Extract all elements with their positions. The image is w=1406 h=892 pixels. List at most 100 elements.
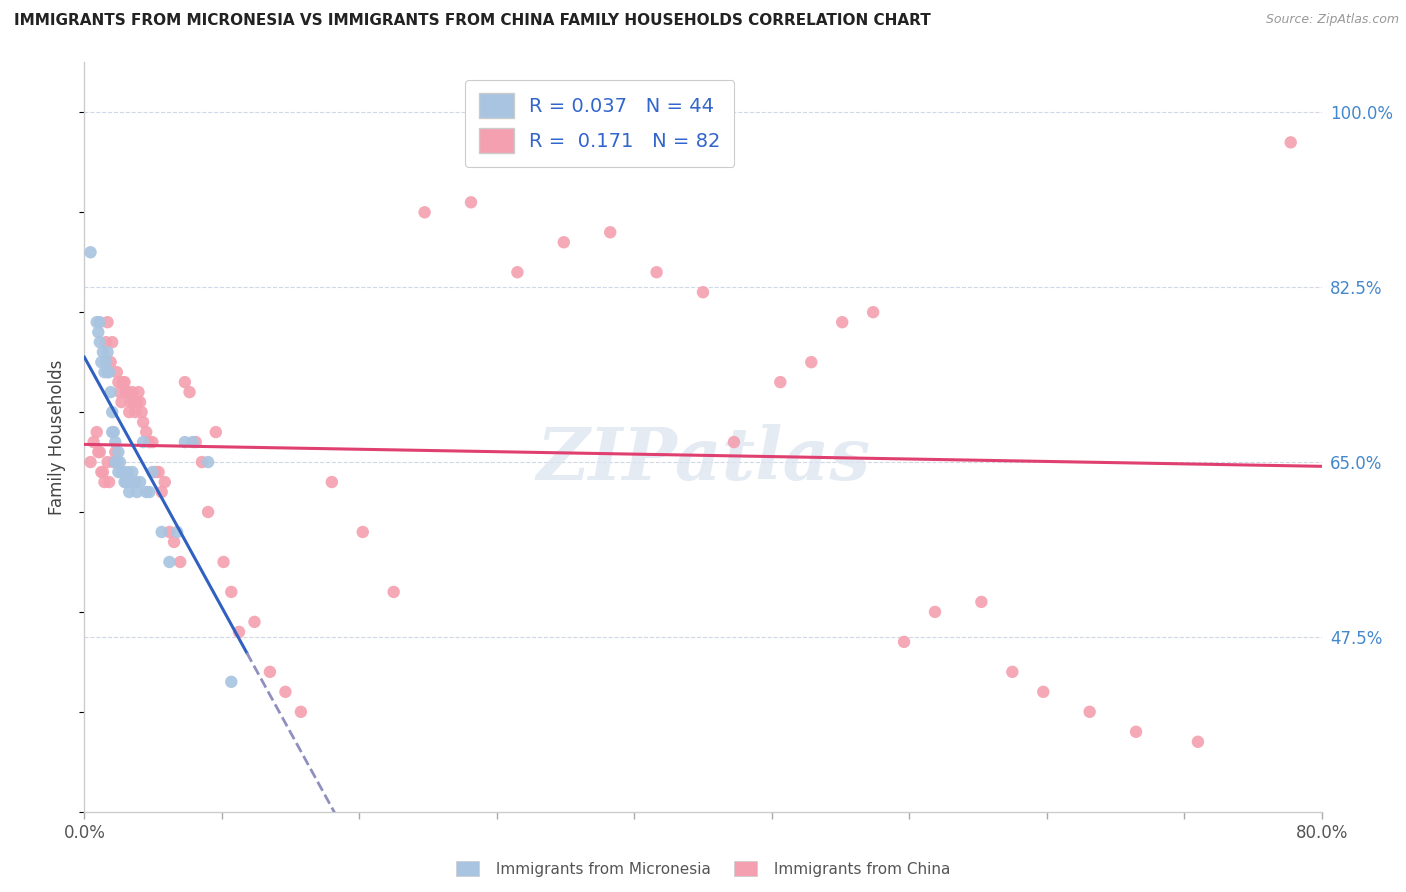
Point — [219, 674, 242, 689]
Point — [101, 405, 124, 419]
Point — [107, 445, 129, 459]
Point — [159, 524, 180, 539]
Point — [131, 405, 153, 419]
Point — [110, 395, 132, 409]
Point — [506, 265, 529, 279]
Point — [118, 485, 141, 500]
Point — [127, 385, 149, 400]
Text: ZIPatlas: ZIPatlas — [536, 424, 870, 495]
Point — [179, 385, 201, 400]
Point — [228, 624, 250, 639]
Point — [862, 305, 884, 319]
Point — [122, 395, 145, 409]
Point — [86, 425, 108, 439]
Point — [150, 485, 173, 500]
Legend:  Immigrants from Micronesia,  Immigrants from China: Immigrants from Micronesia, Immigrants f… — [449, 853, 957, 884]
Point — [114, 375, 136, 389]
Point — [89, 445, 111, 459]
Point — [124, 405, 146, 419]
Point — [219, 585, 242, 599]
Point — [90, 355, 112, 369]
Point — [100, 385, 122, 400]
Point — [769, 375, 792, 389]
Point — [290, 705, 312, 719]
Point — [108, 385, 131, 400]
Point — [93, 475, 115, 489]
Point — [125, 485, 148, 500]
Y-axis label: Family Households: Family Households — [48, 359, 66, 515]
Point — [1125, 724, 1147, 739]
Point — [87, 325, 110, 339]
Point — [150, 524, 173, 539]
Point — [135, 485, 157, 500]
Point — [692, 285, 714, 300]
Point — [83, 435, 105, 450]
Point — [118, 405, 141, 419]
Point — [553, 235, 575, 250]
Point — [104, 445, 127, 459]
Point — [91, 465, 114, 479]
Point — [96, 455, 118, 469]
Point — [117, 385, 139, 400]
Point — [96, 345, 118, 359]
Point — [197, 455, 219, 469]
Point — [125, 395, 148, 409]
Point — [90, 465, 112, 479]
Point — [89, 335, 111, 350]
Point — [120, 395, 142, 409]
Point — [101, 335, 124, 350]
Point — [120, 475, 142, 489]
Point — [141, 435, 163, 450]
Point — [129, 395, 152, 409]
Point — [259, 665, 281, 679]
Point — [124, 475, 146, 489]
Point — [184, 435, 207, 450]
Point — [191, 455, 214, 469]
Point — [93, 365, 115, 379]
Point — [321, 475, 343, 489]
Point — [108, 455, 131, 469]
Point — [148, 465, 170, 479]
Point — [86, 315, 108, 329]
Point — [121, 465, 143, 479]
Point — [104, 435, 127, 450]
Point — [135, 425, 157, 439]
Point — [243, 615, 266, 629]
Point — [114, 475, 136, 489]
Point — [110, 465, 132, 479]
Point — [1001, 665, 1024, 679]
Point — [112, 375, 135, 389]
Point — [197, 505, 219, 519]
Point — [723, 435, 745, 450]
Point — [1032, 685, 1054, 699]
Point — [100, 355, 122, 369]
Point — [159, 555, 180, 569]
Point — [153, 475, 176, 489]
Text: Source: ZipAtlas.com: Source: ZipAtlas.com — [1265, 13, 1399, 27]
Point — [101, 425, 124, 439]
Point — [105, 455, 128, 469]
Point — [800, 355, 823, 369]
Point — [79, 455, 101, 469]
Point — [96, 365, 118, 379]
Point — [87, 445, 110, 459]
Point — [105, 365, 128, 379]
Point — [181, 435, 204, 450]
Point — [1078, 705, 1101, 719]
Point — [174, 375, 197, 389]
Point — [129, 475, 152, 489]
Point — [132, 435, 155, 450]
Point — [352, 524, 374, 539]
Point — [970, 595, 993, 609]
Point — [91, 345, 114, 359]
Point — [96, 315, 118, 329]
Point — [924, 605, 946, 619]
Point — [107, 465, 129, 479]
Point — [117, 465, 139, 479]
Point — [94, 355, 117, 369]
Point — [98, 365, 121, 379]
Point — [89, 315, 111, 329]
Point — [599, 225, 621, 239]
Point — [115, 475, 138, 489]
Point — [1187, 735, 1209, 749]
